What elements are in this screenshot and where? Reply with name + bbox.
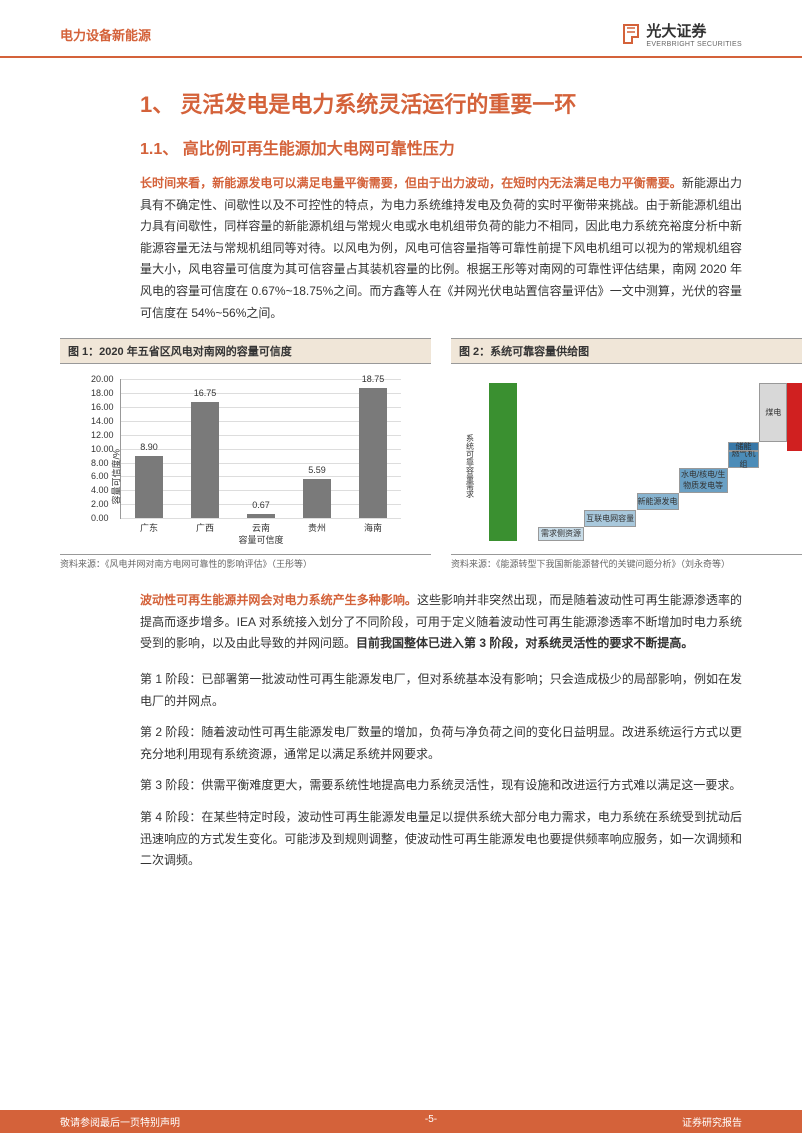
chart-2-body: 系统可靠容量需求需求侧资源互联电网容量新能源发电水电/核电/生物质发电等燃气机组…	[451, 364, 802, 554]
chart-1-title: 图 1：2020 年五省区风电对南网的容量可信度	[60, 338, 431, 364]
charts-row: 图 1：2020 年五省区风电对南网的容量可信度 0.002.004.006.0…	[60, 338, 802, 570]
chart-2-title: 图 2：系统可靠容量供给图	[451, 338, 802, 364]
header-logo: 光大证券 EVERBRIGHT SECURITIES	[622, 20, 742, 48]
page-header: 电力设备新能源 光大证券 EVERBRIGHT SECURITIES	[0, 0, 802, 58]
chart-1-source: 资料来源：《风电并网对南方电网可靠性的影响评估》（王彤等）	[60, 554, 431, 570]
logo-icon	[622, 23, 640, 45]
section-heading-1-1: 1.1、 高比例可再生能源加大电网可靠性压力	[140, 135, 742, 159]
footer-left: 敬请参阅最后一页特别声明	[60, 1114, 180, 1129]
chart-2: 图 2：系统可靠容量供给图 系统可靠容量需求需求侧资源互联电网容量新能源发电水电…	[451, 338, 802, 570]
para1-body: 新能源出力具有不确定性、间歇性以及不可控性的特点，为电力系统维持发电及负荷的实时…	[140, 176, 742, 320]
header-category: 电力设备新能源	[60, 25, 151, 44]
para2-bold: 目前我国整体已进入第 3 阶段，对系统灵活性的要求不断提高。	[356, 636, 693, 650]
paragraph-1: 长时间来看，新能源发电可以满足电量平衡需要，但由于出力波动，在短时内无法满足电力…	[140, 173, 742, 324]
page-content: 1、 灵活发电是电力系统灵活运行的重要一环 1.1、 高比例可再生能源加大电网可…	[0, 58, 802, 902]
stage-3: 第 3 阶段：供需平衡难度更大，需要系统性地提高电力系统灵活性，现有设施和改进运…	[140, 775, 742, 797]
stage-4: 第 4 阶段：在某些特定时段，波动性可再生能源发电量足以提供系统大部分电力需求，…	[140, 807, 742, 872]
page-footer: 敬请参阅最后一页特别声明 -5- 证券研究报告	[0, 1110, 802, 1133]
logo-text-en: EVERBRIGHT SECURITIES	[646, 41, 742, 48]
para1-lead: 长时间来看，新能源发电可以满足电量平衡需要，但由于出力波动，在短时内无法满足电力…	[140, 176, 682, 190]
chart-1: 图 1：2020 年五省区风电对南网的容量可信度 0.002.004.006.0…	[60, 338, 431, 570]
paragraph-2: 波动性可再生能源并网会对电力系统产生多种影响。这些影响并非突然出现，而是随着波动…	[140, 590, 742, 655]
section-heading-1: 1、 灵活发电是电力系统灵活运行的重要一环	[140, 88, 742, 121]
para2-lead: 波动性可再生能源并网会对电力系统产生多种影响。	[140, 593, 417, 607]
chart-1-body: 0.002.004.006.008.0010.0012.0014.0016.00…	[60, 364, 431, 554]
stage-1: 第 1 阶段：已部署第一批波动性可再生能源发电厂，但对系统基本没有影响；只会造成…	[140, 669, 742, 712]
footer-right: 证券研究报告	[682, 1114, 742, 1129]
chart-2-source: 资料来源：《能源转型下我国新能源替代的关键问题分析》（刘永奇等）	[451, 554, 802, 570]
logo-text-cn: 光大证券	[646, 20, 742, 41]
stage-2: 第 2 阶段：随着波动性可再生能源发电厂数量的增加，负荷与净负荷之间的变化日益明…	[140, 722, 742, 765]
footer-center: -5-	[425, 1114, 437, 1129]
